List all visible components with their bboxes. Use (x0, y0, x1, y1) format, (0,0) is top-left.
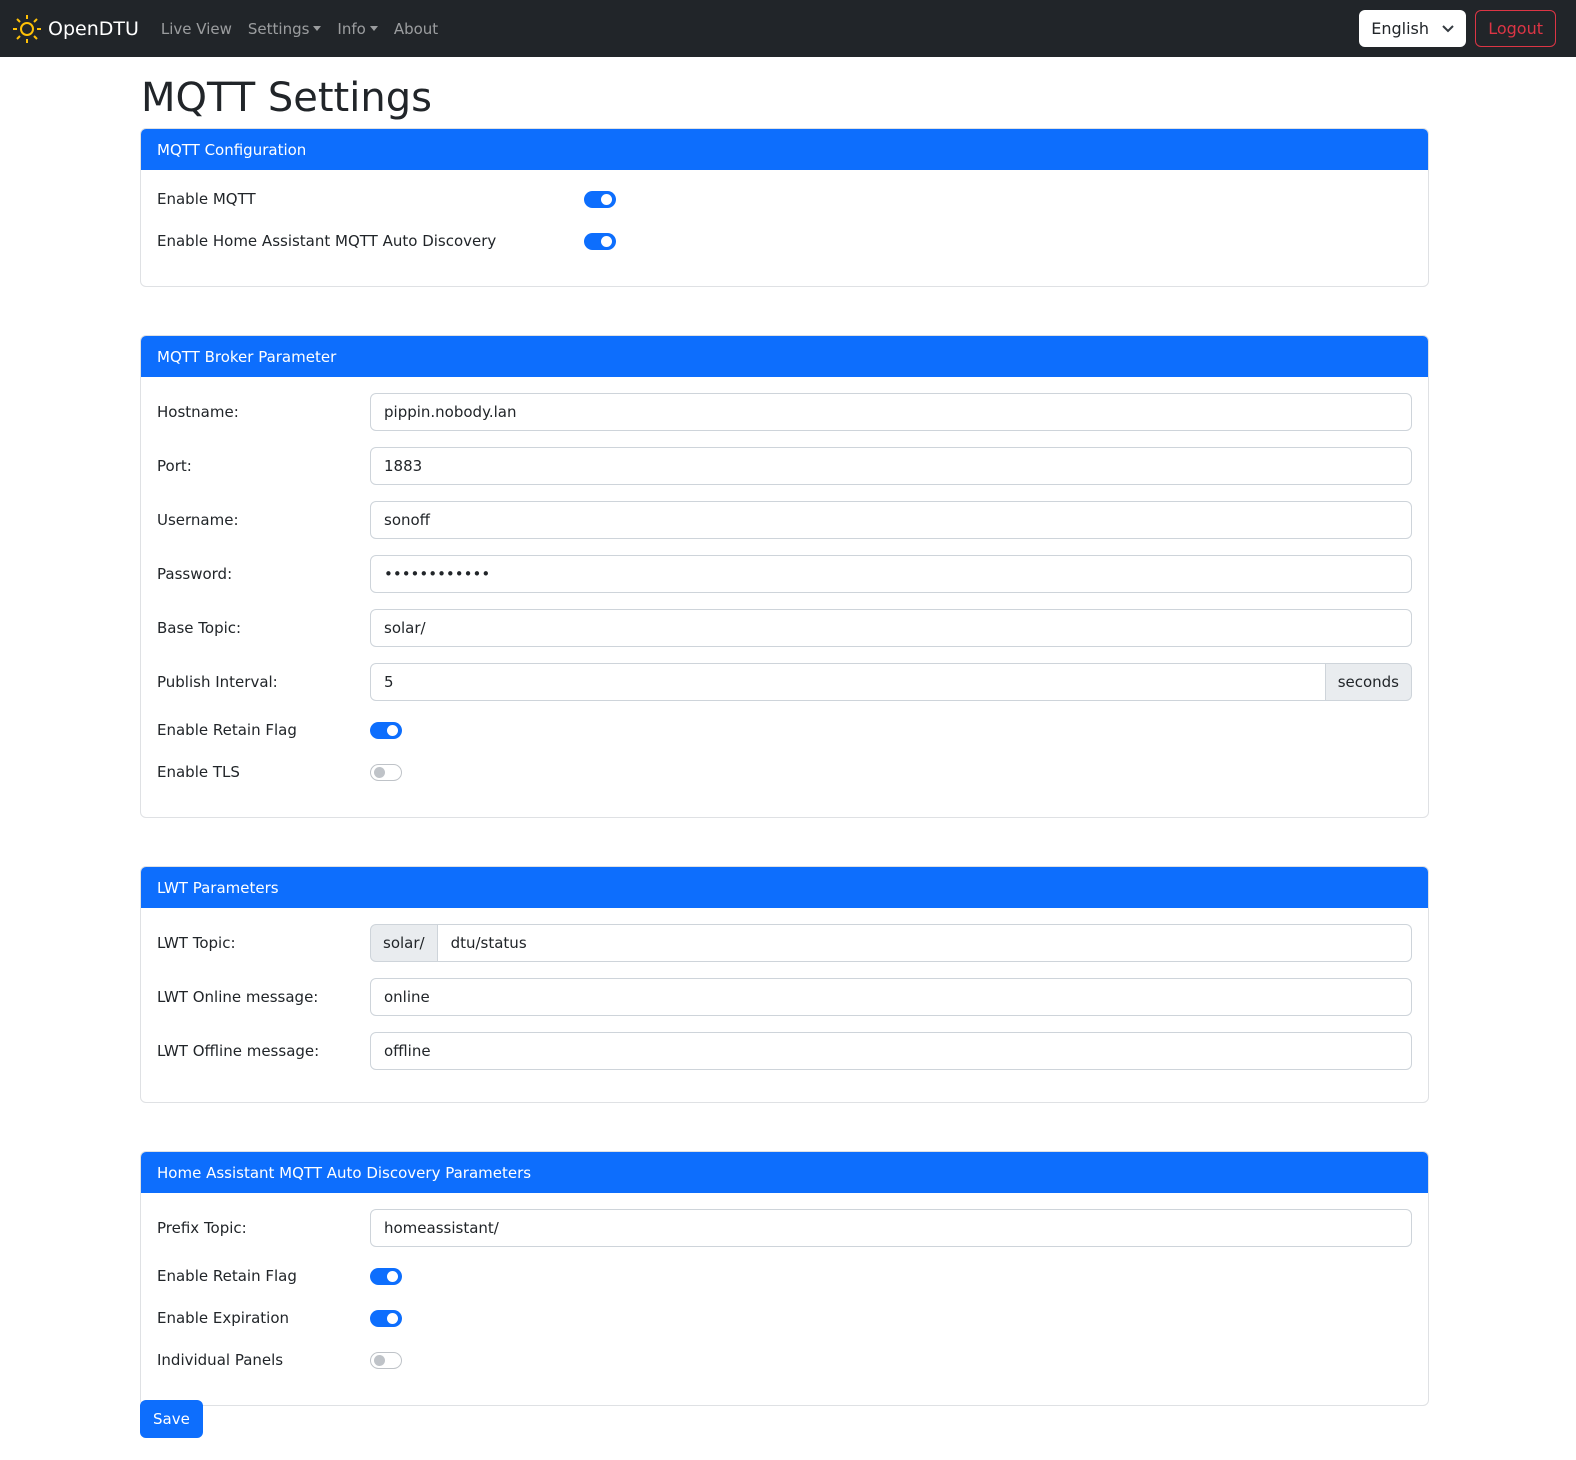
retain-flag-toggle[interactable] (370, 721, 402, 739)
prefix-topic-input[interactable]: homeassistant/ (370, 1209, 1412, 1247)
lwt-online-input[interactable]: online (370, 978, 1412, 1016)
hostname-label: Hostname: (157, 403, 239, 421)
retain-label: Enable Retain Flag (157, 721, 297, 739)
nav-live-view[interactable]: Live View (160, 19, 232, 38)
mqtt-configuration-card: MQTT Configuration Enable MQTT Enable Ho… (140, 128, 1429, 287)
nav-info-label: Info (337, 19, 366, 38)
nav-about[interactable]: About (393, 19, 439, 38)
password-input[interactable]: •••••••••••• (370, 555, 1412, 593)
enable-ha-discovery-toggle[interactable] (584, 232, 616, 250)
lwt-topic-label: LWT Topic: (157, 934, 236, 952)
port-input[interactable]: 1883 (370, 447, 1412, 485)
caret-down-icon (369, 26, 378, 31)
username-input[interactable]: sonoff (370, 501, 1412, 539)
language-select[interactable]: English (1359, 10, 1467, 47)
caret-down-icon (313, 26, 322, 31)
chevron-down-icon (1442, 24, 1454, 32)
prefix-topic-label: Prefix Topic: (157, 1219, 247, 1237)
hostname-input[interactable]: pippin.nobody.lan (370, 393, 1412, 431)
lwt-online-label: LWT Online message: (157, 988, 319, 1006)
lwt-topic-prefix: solar/ (370, 924, 438, 962)
card-header: MQTT Broker Parameter (141, 336, 1428, 377)
ha-retain-label: Enable Retain Flag (157, 1267, 297, 1285)
logout-button[interactable]: Logout (1475, 10, 1556, 47)
ha-retain-toggle[interactable] (370, 1267, 402, 1285)
card-header: Home Assistant MQTT Auto Discovery Param… (141, 1152, 1428, 1193)
nav-settings[interactable]: Settings (248, 20, 322, 38)
brand-link[interactable]: OpenDTU (12, 14, 139, 44)
main-content: MQTT Settings MQTT Configuration Enable … (140, 57, 1429, 1454)
individual-panels-toggle[interactable] (370, 1351, 402, 1369)
lwt-topic-input[interactable]: dtu/status (437, 924, 1412, 962)
card-header: LWT Parameters (141, 867, 1428, 908)
lwt-offline-input[interactable]: offline (370, 1032, 1412, 1070)
lwt-card: LWT Parameters LWT Topic: solar/dtu/statu… (140, 866, 1429, 1103)
seconds-addon: seconds (1325, 663, 1412, 701)
mqtt-broker-card: MQTT Broker Parameter Hostname: pippin.no… (140, 335, 1429, 818)
publish-interval-label: Publish Interval: (157, 673, 278, 691)
tls-label: Enable TLS (157, 763, 240, 781)
enable-mqtt-label: Enable MQTT (157, 190, 256, 208)
brand-name: OpenDTU (48, 17, 139, 40)
password-label: Password: (157, 565, 233, 583)
base-topic-input[interactable]: solar/ (370, 609, 1412, 647)
language-value: English (1371, 19, 1429, 38)
publish-interval-input[interactable]: 5 (370, 663, 1326, 701)
page-title: MQTT Settings (141, 75, 432, 121)
ha-discovery-card: Home Assistant MQTT Auto Discovery Param… (140, 1151, 1429, 1406)
navbar: OpenDTU Live View Settings Info About En… (0, 0, 1576, 57)
enable-ha-label: Enable Home Assistant MQTT Auto Discover… (157, 232, 497, 250)
enable-mqtt-toggle[interactable] (584, 190, 616, 208)
port-label: Port: (157, 457, 192, 475)
nav-info[interactable]: Info (337, 19, 378, 38)
sun-logo-icon (13, 14, 41, 43)
expiration-toggle[interactable] (370, 1309, 402, 1327)
base-topic-label: Base Topic: (157, 619, 242, 637)
lwt-offline-label: LWT Offline message: (157, 1042, 320, 1060)
expiration-label: Enable Expiration (157, 1309, 289, 1327)
tls-toggle[interactable] (370, 763, 402, 781)
save-button[interactable]: Save (140, 1400, 203, 1438)
individual-panels-label: Individual Panels (157, 1351, 284, 1369)
username-label: Username: (157, 511, 239, 529)
card-header: MQTT Configuration (141, 129, 1428, 170)
nav-settings-label: Settings (247, 19, 310, 38)
